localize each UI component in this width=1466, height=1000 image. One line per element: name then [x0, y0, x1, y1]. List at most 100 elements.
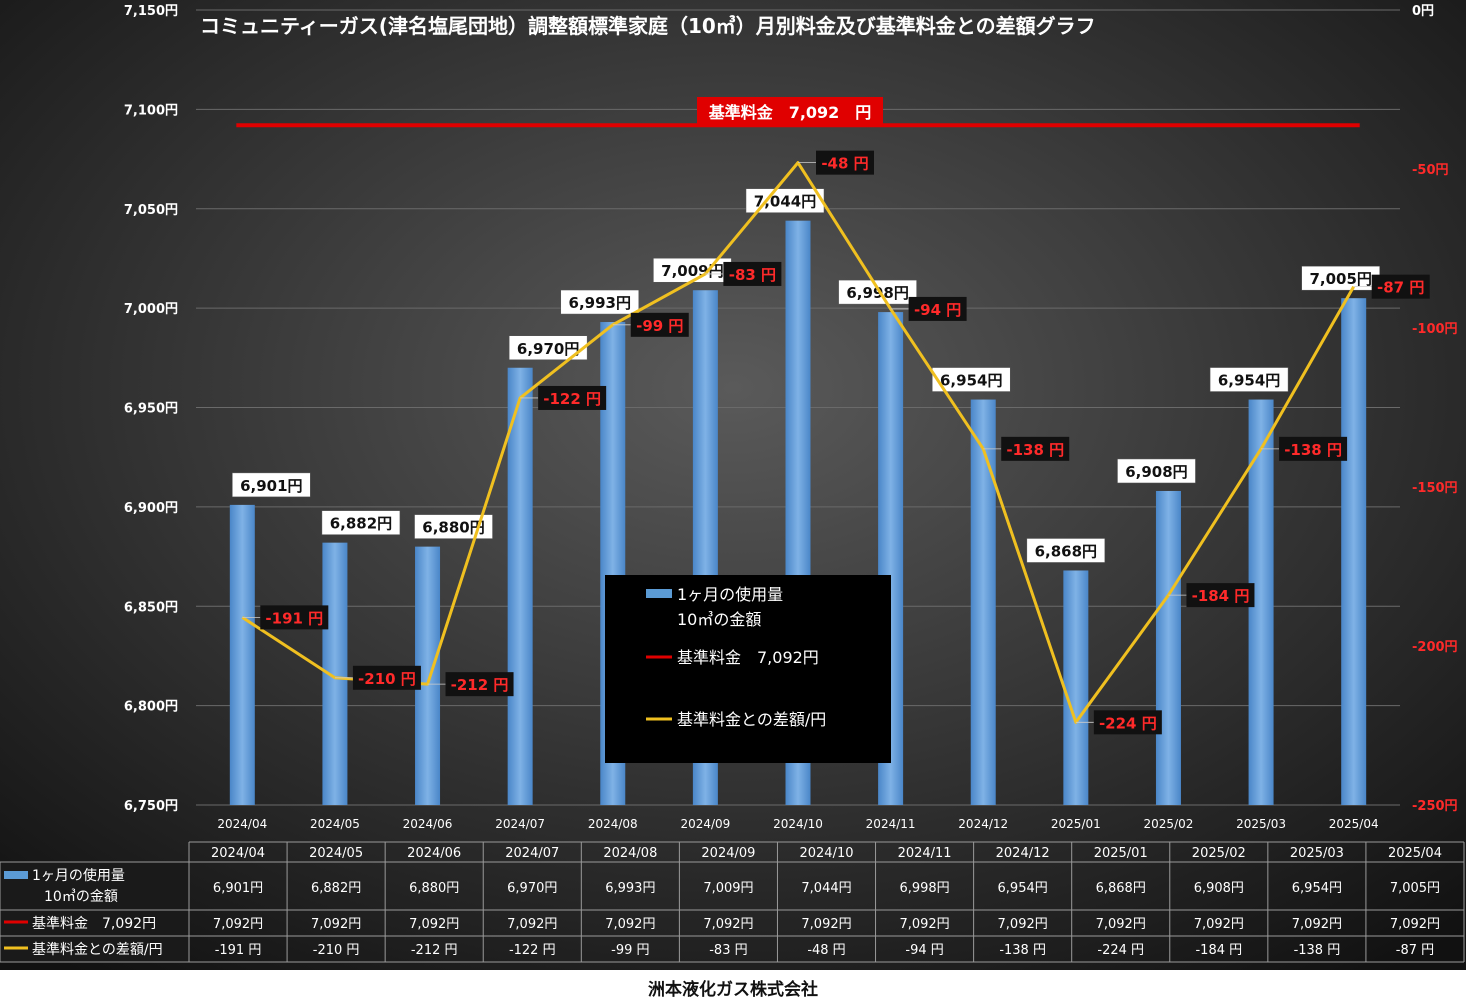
diff-value-label: -83 円	[729, 266, 776, 284]
chart: コミュニティーガス(津名塩尾団地）調整額標準家庭（10㎥）月別料金及び基準料金と…	[0, 0, 1466, 970]
table-cell: -184 円	[1195, 943, 1242, 958]
y-tick-label: 6,950円	[124, 402, 178, 417]
table-row-label: 1ヶ月の使用量	[32, 867, 125, 884]
bar-value-label: 6,970円	[517, 340, 579, 358]
table-header-cell: 2025/01	[1094, 846, 1148, 861]
diff-label-box	[538, 385, 607, 410]
diff-label-box	[445, 672, 514, 697]
bar-label-box	[1301, 265, 1380, 291]
table-cell: -94 円	[905, 943, 943, 958]
table-header-cell: 2024/11	[898, 846, 952, 861]
legend-box	[605, 575, 891, 763]
bar-label-box	[838, 279, 917, 305]
x-tick-label: 2024/04	[217, 817, 267, 831]
table-cell: 7,092円	[1292, 917, 1342, 932]
x-tick-label: 2024/10	[773, 817, 823, 831]
y2-tick-label: -100円	[1412, 322, 1458, 337]
y-tick-label: 7,100円	[124, 103, 178, 118]
diff-label-box	[723, 261, 782, 286]
legend-bar-swatch	[646, 589, 672, 598]
bar-label-box	[560, 289, 640, 315]
table-header-cell: 2024/10	[799, 846, 853, 861]
table-cell: 7,009円	[703, 881, 753, 896]
y2-tick-label: -250円	[1412, 799, 1458, 814]
table-cell: 6,954円	[998, 881, 1048, 896]
diff-value-label: -138 円	[1284, 441, 1342, 459]
y-tick-label: 7,050円	[124, 203, 178, 218]
bar-value-label: 7,044円	[754, 193, 816, 211]
table-header-cell: 2025/03	[1290, 846, 1344, 861]
table-cell: -138 円	[1294, 943, 1341, 958]
table-cell: 7,092円	[311, 917, 361, 932]
base-annotation: 基準料金 7,092 円	[708, 103, 872, 122]
table-cell: -87 円	[1396, 943, 1434, 958]
table-header-cell: 2024/12	[996, 846, 1050, 861]
y2-tick-label: -150円	[1412, 481, 1458, 496]
bar	[1063, 570, 1089, 805]
table-cell: -191 円	[215, 943, 262, 958]
table-header-cell: 2024/06	[407, 846, 461, 861]
x-tick-label: 2024/11	[866, 817, 916, 831]
diff-label-box	[908, 296, 967, 321]
table-header-cell: 2025/02	[1192, 846, 1246, 861]
table-cell: 7,092円	[409, 917, 459, 932]
y-tick-label: 7,000円	[124, 302, 178, 317]
bar	[1341, 298, 1367, 805]
bar-value-label: 6,954円	[940, 372, 1002, 390]
y2-axis: -250円 -200円 -150円 -100円 -50円 0円	[1412, 4, 1458, 814]
diff-label-box	[1371, 274, 1430, 299]
table-header-cell: 2025/04	[1388, 846, 1442, 861]
table-cell: 6,908円	[1194, 881, 1244, 896]
diff-value-label: -184 円	[1192, 587, 1250, 605]
x-tick-label: 2024/07	[495, 817, 545, 831]
bar-label-box	[931, 367, 1011, 392]
diff-label-box	[1093, 710, 1162, 735]
table-cell: 7,092円	[998, 917, 1048, 932]
legend-bar-label-2: 10㎥の金額	[677, 610, 761, 629]
x-tick-label: 2024/05	[310, 817, 360, 831]
table-header-cell: 2024/04	[211, 846, 265, 861]
x-tick-label: 2024/08	[588, 817, 638, 831]
diff-value-label: -122 円	[543, 390, 601, 408]
y-tick-label: 6,850円	[124, 600, 178, 615]
y-tick-label: 6,900円	[124, 501, 178, 516]
diff-series: -191 円 -210 円 -212 円 -122 円 -99 円 -83 円 -48 円 -…	[241, 150, 1430, 735]
bar	[507, 367, 533, 805]
table-cell: 6,901円	[213, 881, 263, 896]
y2-tick-label: 0円	[1412, 4, 1434, 19]
company-name: 洲本液化ガス株式会社	[648, 980, 818, 1000]
table-cell: 7,092円	[703, 917, 753, 932]
table-cell: -210 円	[313, 943, 360, 958]
table-cell: 7,092円	[213, 917, 263, 932]
bar-value-label: 7,005円	[1309, 270, 1371, 288]
table-header-cell: 2024/08	[603, 846, 657, 861]
bar-value-label: 6,998円	[846, 284, 908, 302]
table-header-cell: 2024/07	[505, 846, 559, 861]
bar	[229, 504, 255, 805]
bar-value-label: 6,868円	[1035, 542, 1097, 560]
table-cell: 6,868円	[1096, 881, 1146, 896]
legend-bar-label: 1ヶ月の使用量	[677, 585, 783, 604]
x-tick-label: 2024/09	[680, 817, 730, 831]
diff-value-label: -99 円	[636, 317, 683, 335]
table-cell: 6,880円	[409, 881, 459, 896]
x-tick-label: 2024/12	[958, 817, 1008, 831]
table-row-label: 基準料金との差額/円	[32, 941, 163, 958]
table-header-cell: 2024/09	[701, 846, 755, 861]
table-cell: -212 円	[411, 943, 458, 958]
table-bar-swatch	[4, 871, 28, 879]
diff-value-label: -94 円	[914, 301, 961, 319]
data-table: 2024/04 6,901円 7,092円 -191 円 2024/05 6,882円 7,…	[0, 841, 1465, 963]
table-cell: -122 円	[509, 943, 556, 958]
x-tick-label: 2025/04	[1329, 817, 1379, 831]
diff-value-label: -224 円	[1099, 714, 1157, 732]
bar-value-label: 6,901円	[240, 477, 302, 495]
x-tick-label: 2025/03	[1236, 817, 1286, 831]
table-cell: 7,092円	[1194, 917, 1244, 932]
table-header-cell: 2024/05	[309, 846, 363, 861]
x-tick-label: 2024/06	[403, 817, 453, 831]
table-header-col	[0, 862, 189, 962]
chart-title: コミュニティーガス(津名塩尾団地）調整額標準家庭（10㎥）月別料金及び基準料金と…	[200, 14, 1096, 38]
diff-label-box	[630, 312, 689, 337]
